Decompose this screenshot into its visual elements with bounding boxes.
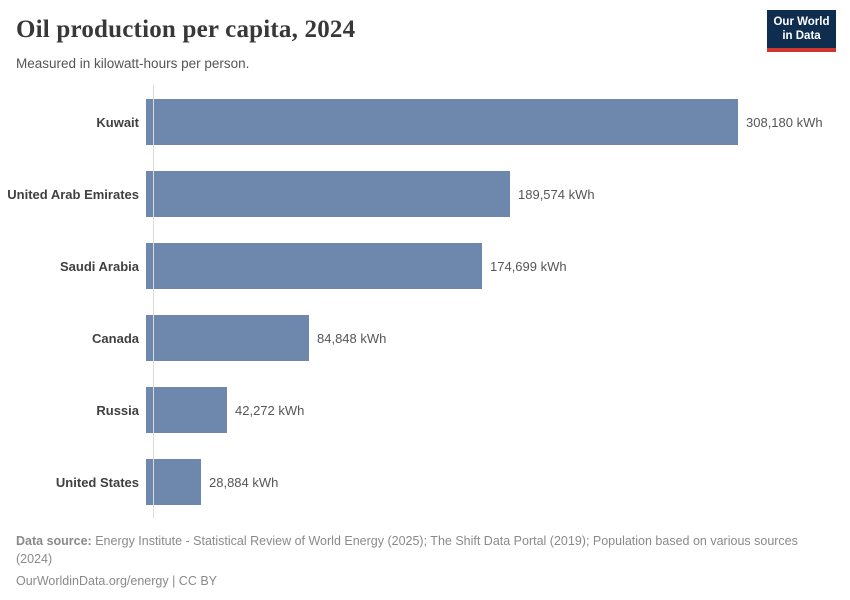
bar-row-united-arab-emirates: United Arab Emirates 189,574 kWh: [0, 158, 850, 230]
y-axis-line: [153, 85, 154, 518]
data-source-text: Energy Institute - Statistical Review of…: [16, 534, 798, 567]
bar-area: 189,574 kWh: [146, 171, 850, 217]
bar-kuwait[interactable]: [146, 99, 738, 145]
owid-logo-line2: in Data: [782, 30, 821, 43]
owid-logo-line1: Our World: [773, 16, 830, 28]
bar-value-label: 189,574 kWh: [518, 186, 595, 202]
bar-chart: Kuwait 308,180 kWh United Arab Emirates …: [0, 85, 850, 518]
bar-label: United States: [55, 474, 139, 490]
bar-row-russia: Russia 42,272 kWh: [0, 374, 850, 446]
bar-area: 84,848 kWh: [146, 315, 850, 361]
data-source-note: Data source: Energy Institute - Statisti…: [16, 532, 816, 568]
chart-subtitle: Measured in kilowatt-hours per person.: [16, 56, 250, 71]
bar-area: 42,272 kWh: [146, 387, 850, 433]
bar-value-label: 42,272 kWh: [235, 402, 305, 418]
owid-url-link[interactable]: OurWorldinData.org/energy | CC BY: [16, 574, 218, 589]
bar-united-states[interactable]: [146, 459, 201, 505]
bar-label: United Arab Emirates: [7, 186, 139, 202]
page-title: Oil production per capita, 2024: [16, 16, 356, 43]
bar-label: Canada: [92, 330, 139, 346]
bar-label: Saudi Arabia: [60, 258, 139, 274]
bar-row-united-states: United States 28,884 kWh: [0, 446, 850, 518]
bar-value-label: 174,699 kWh: [490, 258, 567, 274]
bar-area: 28,884 kWh: [146, 459, 850, 505]
owid-logo[interactable]: Our World in Data: [767, 10, 836, 52]
bar-value-label: 308,180 kWh: [746, 114, 823, 130]
bar-russia[interactable]: [146, 387, 227, 433]
bar-area: 308,180 kWh: [146, 99, 850, 145]
bar-saudi-arabia[interactable]: [146, 243, 482, 289]
data-source-label: Data source:: [16, 534, 92, 548]
bar-value-label: 84,848 kWh: [317, 330, 387, 346]
bar-canada[interactable]: [146, 315, 309, 361]
bar-row-kuwait: Kuwait 308,180 kWh: [0, 86, 850, 158]
bar-area: 174,699 kWh: [146, 243, 850, 289]
bar-label: Russia: [96, 402, 139, 418]
bar-united-arab-emirates[interactable]: [146, 171, 510, 217]
chart-footer: Data source: Energy Institute - Statisti…: [16, 532, 816, 590]
bar-label: Kuwait: [96, 114, 139, 130]
bar-row-saudi-arabia: Saudi Arabia 174,699 kWh: [0, 230, 850, 302]
bar-row-canada: Canada 84,848 kWh: [0, 302, 850, 374]
bar-value-label: 28,884 kWh: [209, 474, 279, 490]
